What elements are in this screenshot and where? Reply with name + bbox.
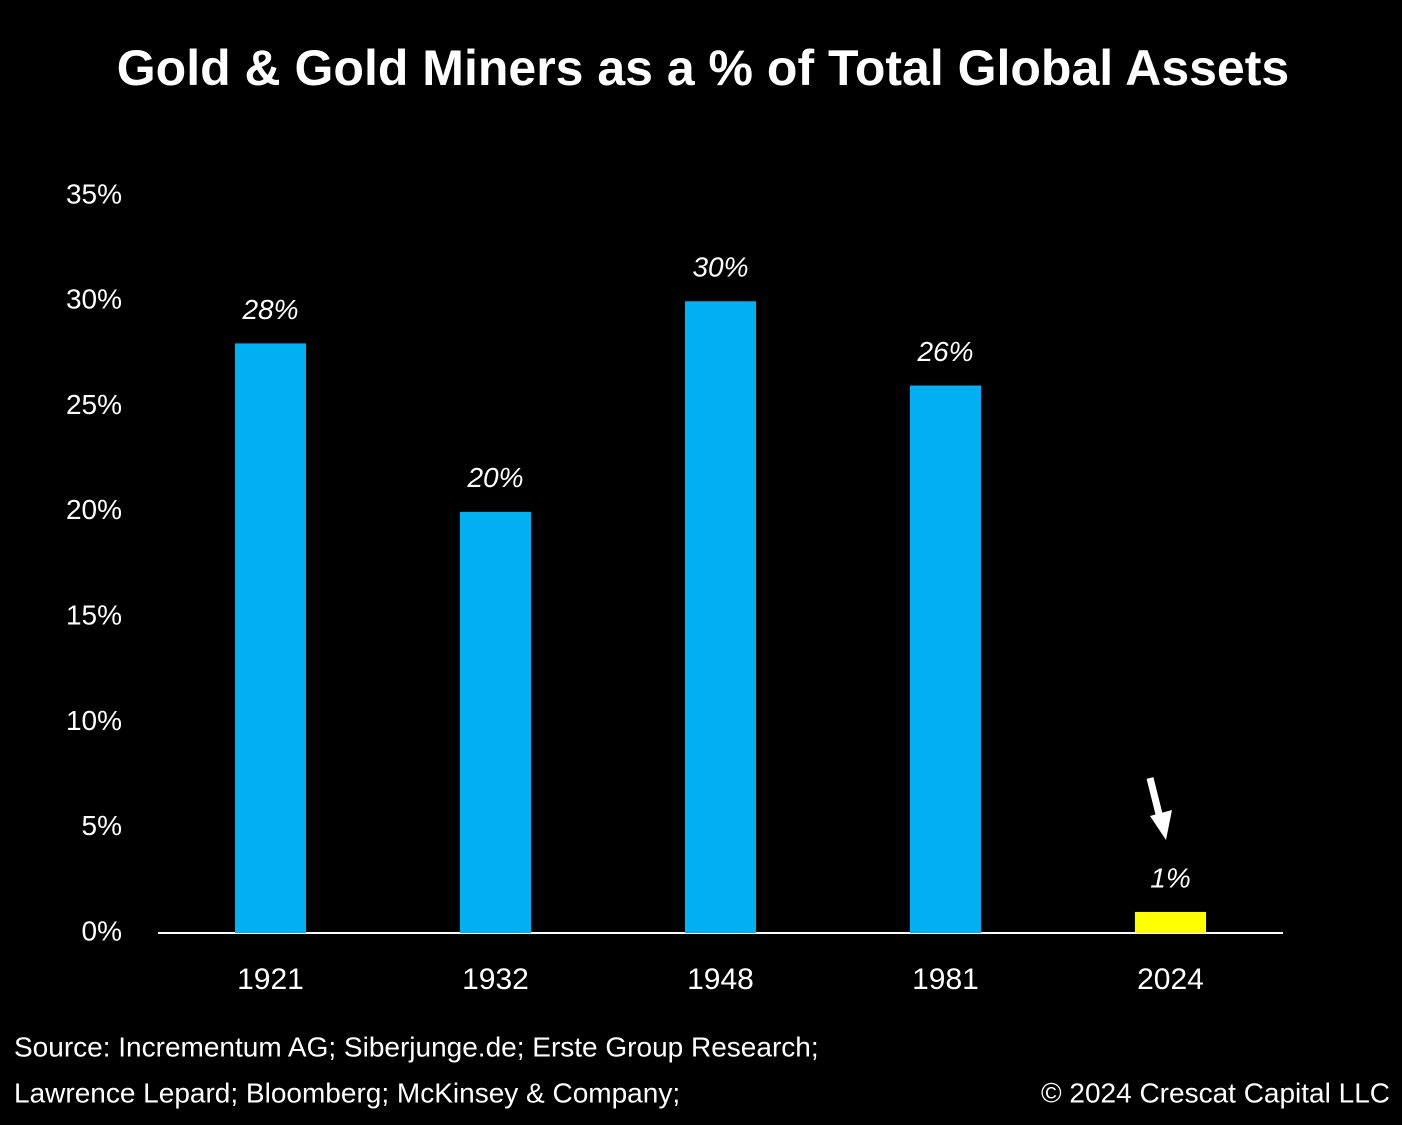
y-tick-label: 20%	[66, 494, 122, 525]
chart-title: Gold & Gold Miners as a % of Total Globa…	[117, 40, 1289, 96]
value-label: 20%	[466, 462, 523, 493]
x-tick-label: 2024	[1137, 963, 1204, 996]
y-tick-label: 10%	[66, 705, 122, 736]
y-tick-label: 15%	[66, 600, 122, 631]
value-label: 28%	[241, 294, 298, 325]
bar	[684, 301, 757, 933]
bar	[1134, 911, 1207, 933]
y-tick-label: 30%	[66, 284, 122, 315]
value-label: 1%	[1150, 862, 1190, 893]
x-tick-label: 1932	[462, 963, 529, 996]
value-label: 30%	[692, 252, 748, 283]
x-tick-label: 1948	[687, 963, 754, 996]
copyright: © 2024 Crescat Capital LLC	[1041, 1077, 1390, 1108]
value-label: 26%	[916, 336, 973, 367]
source-line: Source: Incrementum AG; Siberjunge.de; E…	[14, 1031, 819, 1062]
y-tick-label: 25%	[66, 389, 122, 420]
source-line: Lawrence Lepard; Bloomberg; McKinsey & C…	[14, 1077, 680, 1108]
bar	[909, 385, 982, 933]
y-tick-label: 5%	[82, 810, 122, 841]
x-tick-label: 1981	[912, 963, 979, 996]
bar	[459, 511, 532, 933]
arrow	[1146, 777, 1172, 840]
y-tick-label: 0%	[82, 915, 122, 946]
bar	[234, 343, 307, 933]
x-tick-label: 1921	[237, 963, 304, 996]
y-tick-label: 35%	[66, 178, 122, 209]
